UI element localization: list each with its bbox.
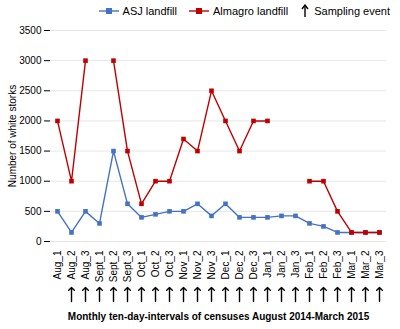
svg-text:Aug_3: Aug_3 bbox=[80, 250, 91, 279]
svg-text:2500: 2500 bbox=[19, 85, 42, 96]
svg-text:Jan_1: Jan_1 bbox=[262, 250, 273, 278]
svg-text:Aug_1: Aug_1 bbox=[52, 250, 63, 279]
svg-text:Nov_1: Nov_1 bbox=[178, 250, 189, 279]
svg-text:3500: 3500 bbox=[19, 25, 42, 36]
svg-text:Feb_1: Feb_1 bbox=[304, 250, 315, 279]
svg-text:Dec_1: Dec_1 bbox=[220, 250, 231, 279]
svg-text:Feb_3: Feb_3 bbox=[332, 250, 343, 279]
svg-text:Mar_3: Mar_3 bbox=[374, 250, 385, 279]
svg-text:1500: 1500 bbox=[19, 145, 42, 156]
svg-text:500: 500 bbox=[25, 206, 42, 217]
svg-text:Sept_2: Sept_2 bbox=[108, 250, 119, 282]
svg-text:1000: 1000 bbox=[19, 175, 42, 186]
svg-text:Number of white storks: Number of white storks bbox=[7, 85, 18, 187]
svg-text:Oct_1: Oct_1 bbox=[136, 250, 147, 277]
svg-text:Dec_3: Dec_3 bbox=[248, 250, 259, 279]
svg-text:Monthly ten-day-intervals of c: Monthly ten-day-intervals of censuses Au… bbox=[68, 311, 370, 322]
svg-text:Aug_2: Aug_2 bbox=[66, 250, 77, 279]
svg-text:3000: 3000 bbox=[19, 55, 42, 66]
svg-text:Dec_2: Dec_2 bbox=[234, 250, 245, 279]
svg-text:0: 0 bbox=[36, 236, 42, 247]
html-text:Almagro landfill: Almagro landfill bbox=[213, 5, 289, 17]
svg-text:Oct_2: Oct_2 bbox=[150, 250, 161, 277]
html-text:ASJ landfill: ASJ landfill bbox=[122, 5, 177, 17]
svg-text:Jan_3: Jan_3 bbox=[290, 250, 301, 278]
svg-text:Mar_1: Mar_1 bbox=[346, 250, 357, 279]
svg-text:Sept_1: Sept_1 bbox=[94, 250, 105, 282]
svg-text:Sept_3: Sept_3 bbox=[122, 250, 133, 282]
svg-text:2000: 2000 bbox=[19, 115, 42, 126]
html-text:Sampling event: Sampling event bbox=[314, 5, 390, 17]
svg-text:Jan_2: Jan_2 bbox=[276, 250, 287, 278]
svg-text:Mar_2: Mar_2 bbox=[360, 250, 371, 279]
svg-text:Oct_3: Oct_3 bbox=[164, 250, 175, 277]
svg-text:Nov_3: Nov_3 bbox=[206, 250, 217, 279]
svg-text:Nov_2: Nov_2 bbox=[192, 250, 203, 279]
svg-text:Feb_2: Feb_2 bbox=[318, 250, 329, 279]
